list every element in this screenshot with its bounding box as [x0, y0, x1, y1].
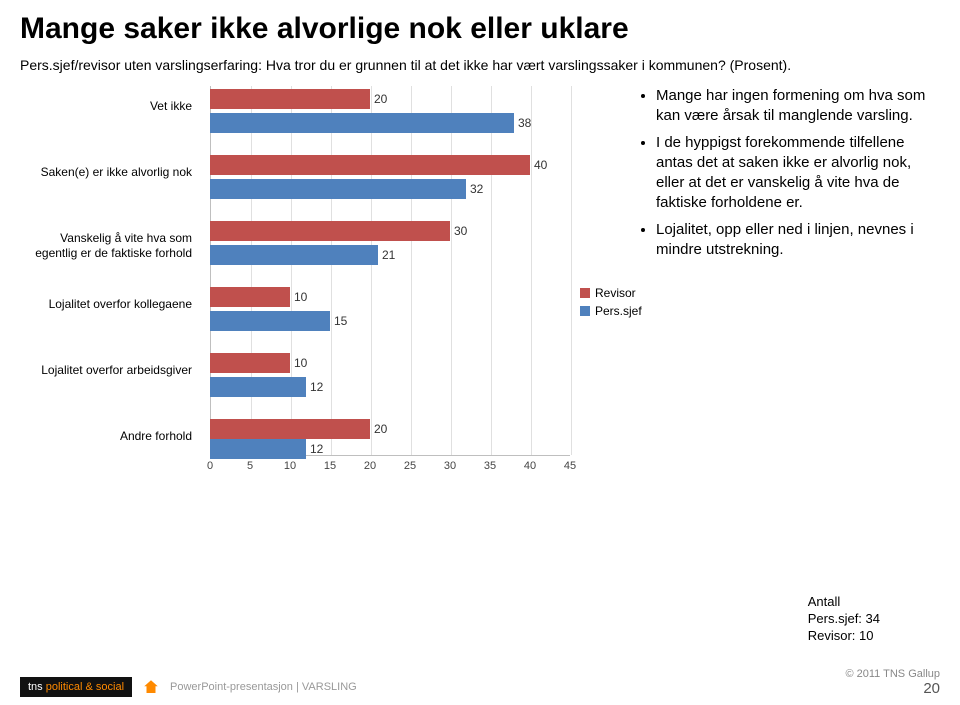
copyright: © 2011 TNS Gallup	[845, 668, 940, 680]
antall-line1: Pers.sjef: 34	[808, 611, 880, 628]
category-label-3: Lojalitet overfor kollegaene	[20, 297, 200, 311]
x-tick-15: 15	[324, 460, 336, 472]
bar-1-1: 32	[210, 179, 570, 199]
bar-group-5: 2012	[210, 419, 570, 459]
bar-value-label: 12	[310, 377, 323, 397]
bar-value-label: 10	[294, 353, 307, 373]
category-label-2: Vanskelig å vite hva som egentlig er de …	[20, 231, 200, 260]
bar-value-label: 10	[294, 287, 307, 307]
legend-item-revisor: Revisor	[580, 286, 642, 300]
bar-value-label: 15	[334, 311, 347, 331]
bar-3-1: 15	[210, 311, 570, 331]
bar-rect	[210, 155, 530, 175]
category-label-0: Vet ikke	[20, 99, 200, 113]
bar-group-2: 30 21	[210, 221, 570, 269]
bar-value-label: 32	[470, 179, 483, 199]
bar-2-1: 21	[210, 245, 570, 265]
chart-legend: Revisor Pers.sjef	[580, 286, 642, 322]
bar-rect	[210, 245, 378, 265]
bar-group-3: 10 15	[210, 287, 570, 335]
bar-3-0: 10	[210, 287, 570, 307]
bar-0-1: 38	[210, 113, 570, 133]
antall-title: Antall	[808, 594, 880, 611]
bar-rect	[210, 89, 370, 109]
tns-logo: tns political & social	[20, 677, 132, 697]
x-tick-10: 10	[284, 460, 296, 472]
bar-rect	[210, 287, 290, 307]
bar-5-1: 12	[210, 439, 570, 459]
tns-logo-sub: political & social	[46, 681, 124, 693]
legend-label-revisor: Revisor	[595, 286, 636, 300]
bar-rect	[210, 179, 466, 199]
page-number: 20	[845, 680, 940, 697]
x-tick-45: 45	[564, 460, 576, 472]
footer-center-text: PowerPoint-presentasjon | VARSLING	[170, 681, 357, 693]
legend-label-pers: Pers.sjef	[595, 304, 642, 318]
bar-4-1: 12	[210, 377, 570, 397]
bar-value-label: 38	[518, 113, 531, 133]
bar-4-0: 10	[210, 353, 570, 373]
bullet-1: I de hyppigst forekommende tilfellene an…	[656, 133, 940, 214]
house-icon	[142, 678, 160, 696]
bar-chart: Revisor Pers.sjef 051015202530354045Vet …	[20, 86, 620, 516]
bar-group-1: 40 32	[210, 155, 570, 203]
antall-line2: Revisor: 10	[808, 628, 880, 645]
x-tick-40: 40	[524, 460, 536, 472]
legend-swatch-pers	[580, 306, 590, 316]
slide-footer: tns political & social PowerPoint-presen…	[20, 668, 940, 697]
bar-group-0: 2038	[210, 89, 570, 137]
x-tick-30: 30	[444, 460, 456, 472]
bar-value-label: 12	[310, 439, 323, 459]
bar-5-0: 20	[210, 419, 570, 439]
bar-1-0: 40	[210, 155, 570, 175]
bar-value-label: 21	[382, 245, 395, 265]
bar-rect	[210, 353, 290, 373]
bar-2-0: 30	[210, 221, 570, 241]
bullet-0: Mange har ingen formening om hva som kan…	[656, 86, 940, 127]
x-tick-25: 25	[404, 460, 416, 472]
category-label-4: Lojalitet overfor arbeidsgiver	[20, 363, 200, 377]
bar-rect	[210, 419, 370, 439]
bar-value-label: 20	[374, 89, 387, 109]
legend-item-pers: Pers.sjef	[580, 304, 642, 318]
bar-value-label: 20	[374, 419, 387, 439]
bar-rect	[210, 377, 306, 397]
category-label-1: Saken(e) er ikke alvorlig nok	[20, 165, 200, 179]
slide-subtitle: Pers.sjef/revisor uten varslingserfaring…	[0, 50, 960, 86]
bullets-panel: Mange har ingen formening om hva som kan…	[620, 86, 940, 266]
antall-box: Antall Pers.sjef: 34 Revisor: 10	[808, 594, 880, 645]
legend-swatch-revisor	[580, 288, 590, 298]
bar-rect	[210, 113, 514, 133]
bar-value-label: 30	[454, 221, 467, 241]
slide-title: Mange saker ikke alvorlige nok eller ukl…	[0, 0, 960, 50]
bar-rect	[210, 439, 306, 459]
bar-rect	[210, 221, 450, 241]
x-tick-35: 35	[484, 460, 496, 472]
bullet-2: Lojalitet, opp eller ned i linjen, nevne…	[656, 220, 940, 261]
x-tick-20: 20	[364, 460, 376, 472]
bar-group-4: 1012	[210, 353, 570, 401]
bar-0-0: 20	[210, 89, 570, 109]
bar-rect	[210, 311, 330, 331]
x-tick-0: 0	[207, 460, 213, 472]
x-tick-5: 5	[247, 460, 253, 472]
bar-value-label: 40	[534, 155, 547, 175]
tns-logo-main: tns	[28, 681, 43, 693]
category-label-5: Andre forhold	[20, 429, 200, 443]
